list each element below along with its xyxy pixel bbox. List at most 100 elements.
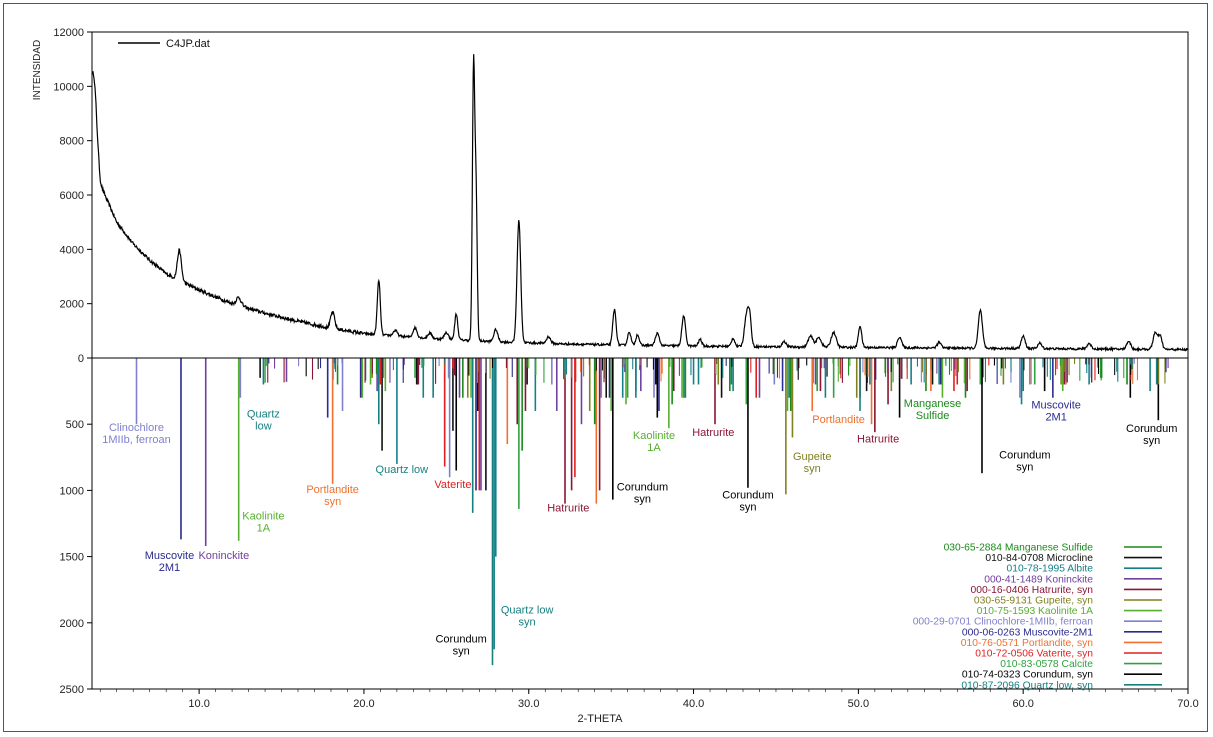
y-tick-label: 2000 bbox=[60, 618, 84, 630]
phase-sticks bbox=[417, 358, 1066, 504]
phase-annotation-line: syn bbox=[453, 646, 470, 658]
phase-annotation-line: Sulfide bbox=[916, 410, 950, 422]
y-tick-label: 500 bbox=[66, 419, 84, 431]
phase-annotation-line: Koninckite bbox=[198, 550, 249, 562]
phase-minor-sticks bbox=[298, 358, 1135, 384]
phase-annotation-line: Corundum bbox=[1126, 423, 1177, 435]
phase-minor-sticks bbox=[334, 358, 1133, 384]
phase-annotation: Quartz low syn bbox=[501, 605, 554, 629]
phase-sticks bbox=[135, 358, 1031, 478]
phase-annotation: Portlandite syn bbox=[306, 484, 359, 508]
phase-minor-sticks bbox=[268, 358, 1167, 384]
y-tick-label: 2500 bbox=[60, 684, 84, 696]
phase-legend-label: 030-65-9131 Gupeite, syn bbox=[974, 596, 1093, 607]
axes: 12000 10000 8000 6000 4000 2000 0 500 1000 1500 20… bbox=[32, 27, 1199, 725]
phase-annotation: Manganese Sulfide bbox=[904, 398, 962, 422]
phase-minor-sticks bbox=[265, 358, 1125, 383]
phase-annotation-line: Corundum bbox=[722, 489, 773, 501]
phase-annotation-line: Manganese bbox=[904, 398, 962, 410]
x-tick-label: 50.0 bbox=[848, 698, 869, 710]
phase-annotation: Hatrurite bbox=[692, 427, 734, 439]
phase-sticks bbox=[371, 358, 1062, 495]
phase-annotation: Corundum syn bbox=[435, 634, 486, 658]
phase-legend-label: 000-29-0701 Clinochlore-1MIIb, ferroan bbox=[913, 617, 1094, 628]
phase-annotation: Portlandite bbox=[812, 414, 865, 426]
phase-legend-label: 010-78-1995 Albite bbox=[1007, 564, 1094, 575]
phase-annotation-line: Gupeite bbox=[793, 451, 832, 463]
phase-annotation: Corundum syn bbox=[999, 450, 1050, 474]
phase-annotation-line: syn bbox=[1016, 462, 1033, 474]
phase-sticks bbox=[204, 358, 817, 547]
phase-annotation: Muscovite 2M1 bbox=[145, 550, 195, 574]
phase-annotation: Clinochlore 1MIIb, ferroan bbox=[102, 422, 170, 446]
phase-legend-label: 010-75-1593 Kaolinite 1A bbox=[977, 606, 1093, 617]
phase-annotation-line: low bbox=[255, 421, 272, 433]
x-tick-label: 40.0 bbox=[683, 698, 704, 710]
chart-frame bbox=[3, 3, 1208, 732]
phase-annotation-line: Portlandite bbox=[812, 414, 865, 426]
y-tick-label: 1000 bbox=[60, 485, 84, 497]
measured-pattern bbox=[91, 54, 1189, 353]
phase-annotation-line: 2M1 bbox=[1045, 411, 1066, 423]
phase-annotation-line: Muscovite bbox=[1031, 399, 1081, 411]
phase-annotation-line: syn bbox=[1143, 435, 1160, 447]
phase-annotation-line: Hatrurite bbox=[857, 434, 899, 446]
phase-legend-label: 000-16-0406 Hatrurite, syn bbox=[971, 585, 1094, 596]
phase-annotation: Hatrurite bbox=[857, 434, 899, 446]
phase-legend-label: 010-83-0578 Calcite bbox=[1000, 659, 1093, 670]
phase-legend-label: 010-87-2096 Quartz low, syn bbox=[961, 680, 1093, 691]
phase-minor-sticks bbox=[365, 358, 1118, 382]
phase-sticks bbox=[259, 358, 934, 491]
reference-phase-sticks bbox=[135, 358, 1169, 666]
phase-annotation-line: Quartz low bbox=[376, 464, 429, 476]
phase-annotation-line: syn bbox=[804, 463, 821, 475]
phase-annotation-line: Clinochlore bbox=[109, 422, 164, 434]
phase-annotation: Quartz low bbox=[247, 409, 280, 433]
phase-sticks bbox=[180, 358, 1054, 540]
phase-annotation: Muscovite 2M1 bbox=[1031, 399, 1081, 423]
phase-annotation-line: syn bbox=[634, 493, 651, 505]
phase-annotation-line: Hatrurite bbox=[547, 503, 589, 515]
phase-legend-label: 000-06-0263 Muscovite-2M1 bbox=[962, 627, 1093, 638]
phase-annotation-line: 1A bbox=[257, 523, 271, 535]
x-tick-label: 20.0 bbox=[353, 698, 374, 710]
phase-legend-label: 010-84-0708 Microcline bbox=[985, 553, 1093, 564]
phase-annotations: Clinochlore 1MIIb, ferroan Quartz low Kaolin… bbox=[102, 398, 1177, 658]
phase-annotation-line: 2M1 bbox=[159, 562, 180, 574]
y-tick-label: 2000 bbox=[60, 299, 84, 311]
phase-annotation: Quartz low bbox=[376, 464, 429, 476]
phase-legend-label: 010-76-0571 Portlandite, syn bbox=[961, 638, 1094, 649]
y-tick-label: 0 bbox=[78, 353, 84, 365]
phase-annotation-line: Vaterite bbox=[434, 479, 471, 491]
phase-minor-sticks bbox=[267, 358, 1066, 384]
x-tick-label: 30.0 bbox=[518, 698, 539, 710]
y-tick-label: 10000 bbox=[53, 81, 84, 93]
phase-annotation: Corundum syn bbox=[617, 481, 668, 505]
phase-annotation-line: Hatrurite bbox=[692, 427, 734, 439]
phase-minor-sticks bbox=[476, 358, 1139, 385]
phase-annotation-line: Kaolinite bbox=[633, 430, 675, 442]
phase-annotation-line: Kaolinite bbox=[242, 511, 284, 523]
y-tick-label: 4000 bbox=[60, 244, 84, 256]
phase-annotation: Koninckite bbox=[198, 550, 249, 562]
plot-border bbox=[91, 31, 1189, 690]
phase-annotation: Corundum syn bbox=[1126, 423, 1177, 447]
x-axis-label: 2-THETA bbox=[577, 713, 623, 725]
series-legend-label: C4JP.dat bbox=[166, 38, 210, 50]
y-tick-label: 8000 bbox=[60, 136, 84, 148]
phase-legend-label: 030-65-2884 Manganese Sulfide bbox=[944, 543, 1094, 554]
phase-legend-label: 010-74-0323 Corundum, syn bbox=[962, 670, 1093, 681]
phase-annotation: Vaterite bbox=[434, 479, 471, 491]
phase-annotation-line: Corundum bbox=[999, 450, 1050, 462]
phase-annotation-line: 1MIIb, ferroan bbox=[102, 434, 170, 446]
phase-legend-label: 000-41-1489 Koninckite bbox=[984, 574, 1093, 585]
series-line-c4jp bbox=[91, 54, 1189, 353]
phase-sticks bbox=[262, 358, 912, 650]
phase-annotation-line: syn bbox=[519, 617, 536, 629]
phase-annotation-line: syn bbox=[324, 496, 341, 508]
x-tick-label: 70.0 bbox=[1177, 698, 1198, 710]
phase-minor-sticks bbox=[274, 358, 1169, 383]
phase-annotation-line: Quartz low bbox=[501, 605, 554, 617]
